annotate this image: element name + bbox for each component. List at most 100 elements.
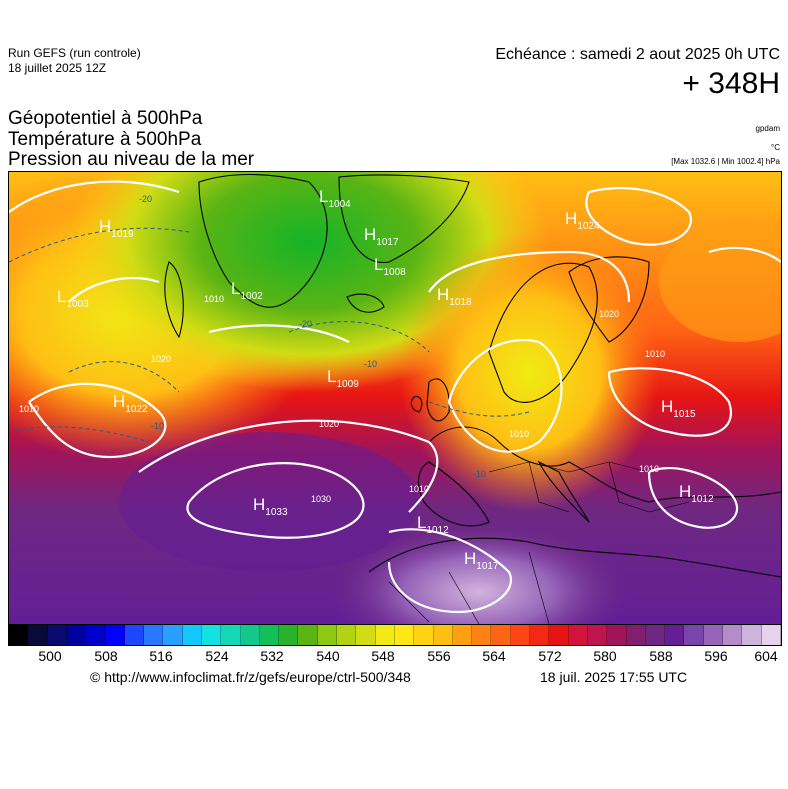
isotherm-label: -10 (473, 469, 486, 479)
colorbar-swatch (298, 625, 318, 645)
isobar-label: 1010 (409, 484, 429, 494)
colorbar-tick-label: 540 (316, 648, 340, 664)
colorbar-swatch (472, 625, 492, 645)
colorbar-swatch (47, 625, 67, 645)
isobar-label: 1010 (645, 349, 665, 359)
generation-time: 18 juil. 2025 17:55 UTC (540, 669, 688, 685)
colorbar-swatch (124, 625, 145, 645)
colorbar-tick-label: 564 (482, 648, 506, 664)
high-pressure-label: H1012 (679, 482, 714, 505)
low-pressure-label: L1002 (231, 279, 263, 302)
colorbar-swatch (144, 625, 164, 645)
colorbar-swatch (742, 625, 762, 645)
isobar-label: 1010 (204, 294, 224, 304)
pressure-systems: H1019 L1004 H1017 L1008 L1002 H1024 L1003 H1018… (57, 187, 714, 572)
run-title: Run GEFS (run controle) (8, 46, 141, 60)
colorbar-swatch (105, 625, 125, 645)
colorbar-swatch (182, 625, 202, 645)
colorbar-swatch (665, 625, 685, 645)
colorbar-swatch (530, 625, 550, 645)
colorbar-tick-label: 604 (754, 648, 778, 664)
colorbar-swatch (452, 625, 473, 645)
colorbar-swatch (163, 625, 183, 645)
colorbar-swatch (414, 625, 434, 645)
isobar-label: 1010 (19, 404, 39, 414)
colorbar-tick-label: 500 (38, 648, 62, 664)
copyright-link[interactable]: © http://www.infoclimat.fr/z/gefs/europe… (90, 669, 411, 685)
colorbar-swatch (66, 625, 87, 645)
isobars (9, 180, 781, 614)
high-pressure-label: H1017 (464, 549, 499, 572)
colorbar-swatch (279, 625, 299, 645)
colorbar-swatch (240, 625, 260, 645)
colorbar (8, 624, 782, 646)
colorbar-swatch (86, 625, 106, 645)
parameter-geopotential: Géopotentiel à 500hPa (8, 108, 203, 129)
colorbar-swatch (375, 625, 395, 645)
unit-geopotential: gpdam (755, 124, 780, 133)
colorbar-swatch (9, 625, 29, 645)
warm-core-east (659, 222, 781, 342)
isobar-label: 1010 (639, 464, 659, 474)
colorbar-swatch (394, 625, 415, 645)
colorbar-swatch (510, 625, 531, 645)
high-pressure-label: H1017 (364, 225, 399, 248)
colorbar-swatch (259, 625, 280, 645)
colorbar-tick-label: 572 (538, 648, 562, 664)
forecast-valid-time: Echéance : samedi 2 aout 2025 0h UTC (495, 46, 780, 63)
isobar-label: 1020 (319, 419, 339, 429)
high-pressure-label: H1033 (253, 495, 288, 518)
colorbar-swatch (549, 625, 569, 645)
colorbar-swatch (684, 625, 704, 645)
unit-temperature: °C (771, 143, 780, 152)
country-borders (388, 461, 690, 624)
run-date: 18 juillet 2025 12Z (8, 61, 107, 75)
colorbar-tick-label: 588 (649, 648, 673, 664)
forecast-horizon: + 348H (682, 67, 780, 100)
colorbar-swatch (28, 625, 48, 645)
parameter-mslp: Pression au niveau de la mer (8, 149, 255, 170)
low-pressure-label: L1012 (417, 513, 449, 536)
high-pressure-label: H1018 (437, 285, 472, 308)
colorbar-swatch (337, 625, 357, 645)
high-pressure-label: H1024 (565, 209, 600, 232)
colorbar-tick-label: 580 (593, 648, 617, 664)
high-pressure-label: H1022 (113, 392, 148, 415)
colorbar-swatch (607, 625, 627, 645)
isobar-label: 1010 (509, 429, 529, 439)
isobar-label: 1020 (599, 309, 619, 319)
isotherm-labels: -20 -20 -10 -10 -10 (139, 194, 486, 479)
colorbar-swatch (356, 625, 376, 645)
isobar-labels: 1010 1020 1030 1010 1010 1010 1010 1020 1020 1010 (19, 294, 665, 504)
isotherm-label: -10 (364, 359, 377, 369)
warm-core-atlantic (119, 432, 419, 572)
colorbar-swatch (317, 625, 338, 645)
coastlines (164, 174, 781, 578)
cold-core-scandinavia (399, 232, 659, 512)
isobar-label: 1020 (151, 354, 171, 364)
low-pressure-label: L1008 (374, 255, 406, 278)
colorbar-swatch (587, 625, 608, 645)
colorbar-tick-label: 524 (205, 648, 229, 664)
colorbar-tick-label: 508 (94, 648, 118, 664)
colorbar-ticks: 500 508 516 524 532 540 548 556 564 572 580 588 596 6… (8, 648, 780, 666)
colorbar-swatch (645, 625, 666, 645)
pressure-range: [Max 1032.6 | Min 1002.4] hPa (671, 157, 780, 166)
colorbar-swatch (626, 625, 646, 645)
colorbar-swatch (221, 625, 241, 645)
high-pressure-label: H1019 (99, 217, 134, 240)
parameter-temperature: Température à 500hPa (8, 129, 202, 150)
isotherm-label: -20 (299, 319, 312, 329)
colorbar-tick-label: 596 (704, 648, 728, 664)
low-pressure-label: L1004 (319, 187, 351, 210)
colorbar-tick-label: 516 (149, 648, 173, 664)
colorbar-swatch (761, 625, 781, 645)
colorbar-swatch (491, 625, 511, 645)
isotherm-label: -10 (151, 421, 164, 431)
colorbar-swatch (433, 625, 453, 645)
low-pressure-label: L1003 (57, 287, 89, 310)
colorbar-tick-label: 556 (427, 648, 451, 664)
colorbar-tick-label: 532 (260, 648, 284, 664)
weather-map: H1019 L1004 H1017 L1008 L1002 H1024 L1003 H1018… (8, 171, 782, 625)
isotherm-label: -20 (139, 194, 152, 204)
